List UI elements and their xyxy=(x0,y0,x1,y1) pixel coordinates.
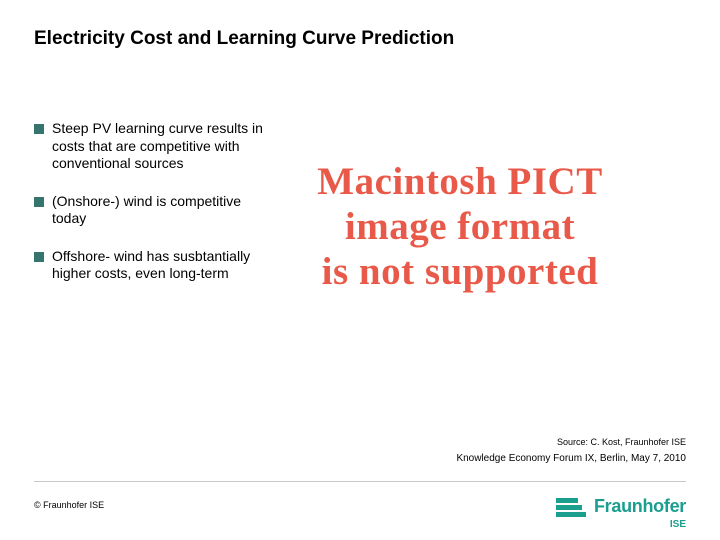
logo-subtext: ISE xyxy=(670,519,686,530)
slide: Electricity Cost and Learning Curve Pred… xyxy=(0,0,720,540)
square-bullet-icon xyxy=(34,252,44,262)
square-bullet-icon xyxy=(34,124,44,134)
bullet-list: Steep PV learning curve results in costs… xyxy=(34,120,264,283)
source-block: Source: C. Kost, Fraunhofer ISE Knowledg… xyxy=(456,437,686,464)
logo-bar xyxy=(556,505,582,510)
bullet-item: (Onshore-) wind is competitive today xyxy=(34,193,264,228)
pict-line: Macintosh PICT xyxy=(317,159,602,204)
logo-text-wrap: Fraunhofer ISE xyxy=(594,496,686,530)
logo-text: Fraunhofer xyxy=(594,496,686,517)
bullet-item: Offshore- wind has susbtantially higher … xyxy=(34,248,264,283)
pict-line: is not supported xyxy=(322,249,599,294)
page-title: Electricity Cost and Learning Curve Pred… xyxy=(34,28,686,50)
logo-bar xyxy=(556,512,586,517)
logo-bar xyxy=(556,498,578,503)
source-event: Knowledge Economy Forum IX, Berlin, May … xyxy=(456,453,686,464)
fraunhofer-logo: Fraunhofer ISE xyxy=(556,496,686,530)
pict-unsupported-placeholder: Macintosh PICT image format is not suppo… xyxy=(232,136,688,316)
pict-line: image format xyxy=(345,204,575,249)
footer-divider xyxy=(34,481,686,482)
bullet-item: Steep PV learning curve results in costs… xyxy=(34,120,264,173)
logo-bars-icon xyxy=(556,498,586,517)
copyright-text: © Fraunhofer ISE xyxy=(34,500,104,510)
square-bullet-icon xyxy=(34,197,44,207)
source-attribution: Source: C. Kost, Fraunhofer ISE xyxy=(456,437,686,447)
